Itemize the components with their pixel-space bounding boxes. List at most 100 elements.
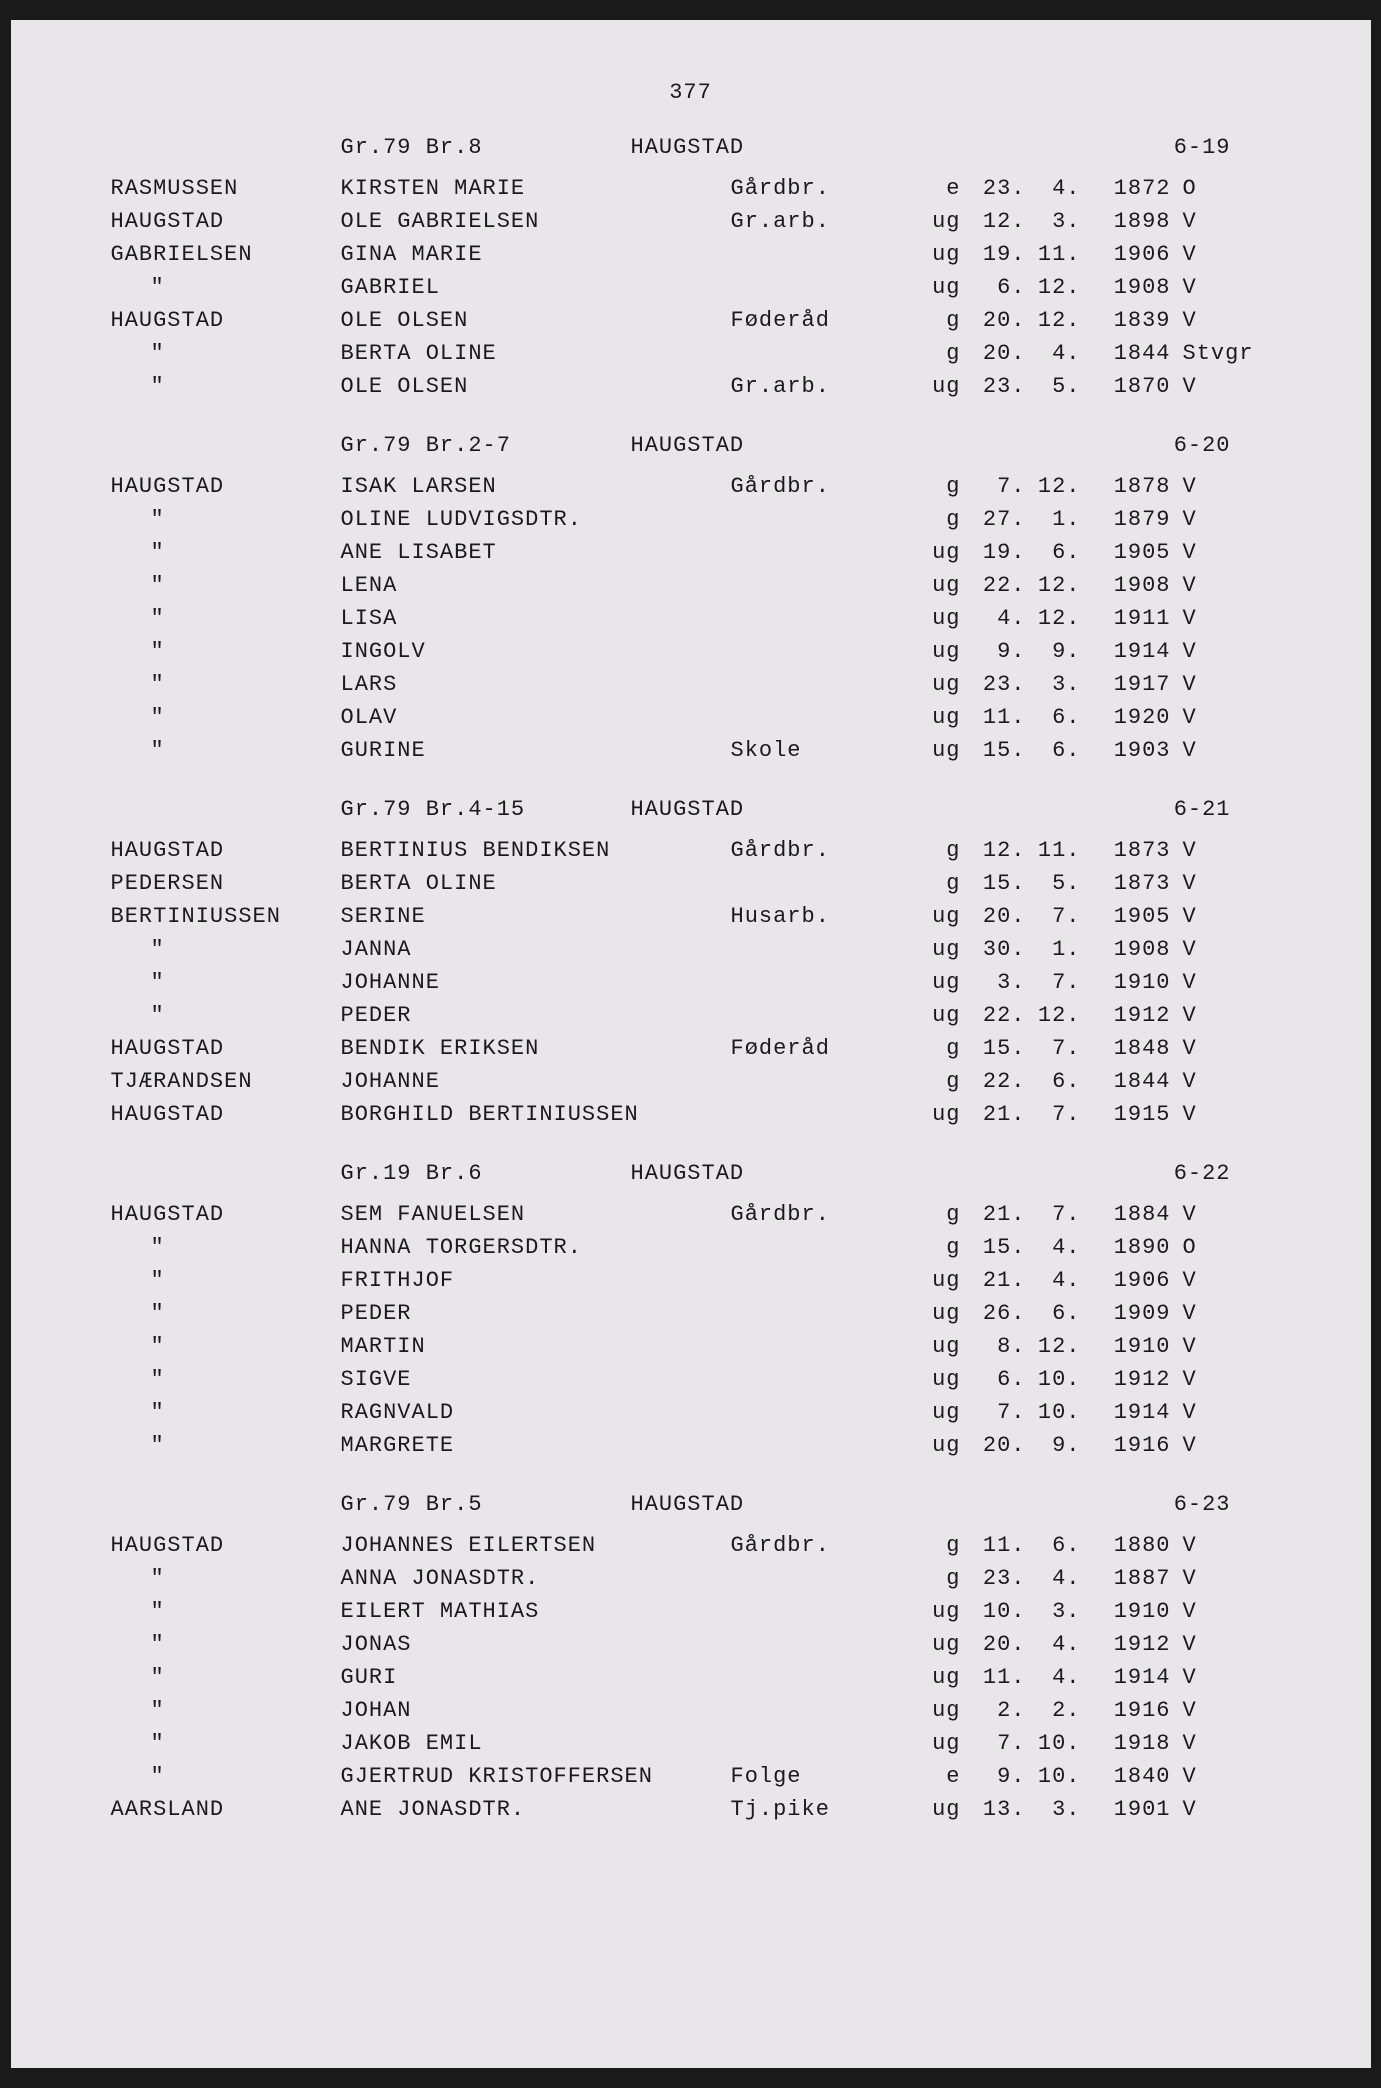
birth-month: 3. [1026,205,1081,238]
occupation: Gårdbr. [731,1198,901,1231]
person-name: MARGRETE [341,1429,731,1462]
surname: HAUGSTAD [111,1032,341,1065]
place-code: V [1171,205,1271,238]
surname-ditto: " [111,1429,341,1462]
birth-day: 9. [971,635,1026,668]
birth-year: 1906 [1081,1264,1171,1297]
birth-year: 1918 [1081,1727,1171,1760]
birth-month: 5. [1026,867,1081,900]
occupation: Gr.arb. [731,370,901,403]
place-code: V [1171,966,1271,999]
birth-month: 6. [1026,536,1081,569]
surname-ditto: " [111,1562,341,1595]
person-name: JONAS [341,1628,731,1661]
place-code: V [1171,867,1271,900]
surname-ditto: " [111,370,341,403]
place-code: V [1171,1297,1271,1330]
marital-status: g [901,1065,971,1098]
occupation [731,238,901,271]
birth-day: 30. [971,933,1026,966]
occupation [731,1396,901,1429]
birth-year: 1906 [1081,238,1171,271]
occupation [731,1065,901,1098]
birth-day: 20. [971,1628,1026,1661]
occupation [731,1628,901,1661]
person-name: SERINE [341,900,731,933]
birth-month: 4. [1026,1264,1081,1297]
data-row: HAUGSTAD BENDIK ERIKSEN Føderåd g 15. 7.… [111,1032,1271,1065]
birth-year: 1844 [1081,1065,1171,1098]
marital-status: g [901,1231,971,1264]
birth-day: 19. [971,536,1026,569]
marital-status: ug [901,1264,971,1297]
surname-ditto: " [111,1760,341,1793]
marital-status: g [901,867,971,900]
birth-year: 1839 [1081,304,1171,337]
birth-day: 7. [971,470,1026,503]
surname-ditto: " [111,1628,341,1661]
occupation [731,1595,901,1628]
occupation [731,1727,901,1760]
birth-month: 7. [1026,1198,1081,1231]
place-code: V [1171,1793,1271,1826]
person-name: PEDER [341,999,731,1032]
place-code: V [1171,503,1271,536]
birth-year: 1903 [1081,734,1171,767]
occupation: Føderåd [731,1032,901,1065]
place-code: V [1171,834,1271,867]
place-code: O [1171,172,1271,205]
birth-year: 1912 [1081,1628,1171,1661]
occupation [731,1661,901,1694]
section-location: HAUGSTAD [631,1492,931,1517]
marital-status: g [901,1529,971,1562]
person-name: BERTINIUS BENDIKSEN [341,834,731,867]
header-spacer [111,1492,341,1517]
birth-day: 7. [971,1396,1026,1429]
section-code: 6-21 [931,797,1271,822]
birth-year: 1848 [1081,1032,1171,1065]
marital-status: ug [901,370,971,403]
marital-status: ug [901,933,971,966]
marital-status: ug [901,734,971,767]
occupation [731,933,901,966]
birth-month: 3. [1026,1595,1081,1628]
person-name: OLAV [341,701,731,734]
birth-day: 23. [971,370,1026,403]
occupation [731,536,901,569]
page-number: 377 [111,80,1271,105]
marital-status: ug [901,271,971,304]
occupation: Husarb. [731,900,901,933]
data-row: " SIGVE ug 6. 10. 1912 V [111,1363,1271,1396]
data-row: HAUGSTAD OLE OLSEN Føderåd g 20. 12. 183… [111,304,1271,337]
birth-month: 9. [1026,635,1081,668]
data-row: " PEDER ug 26. 6. 1909 V [111,1297,1271,1330]
data-row: " LISA ug 4. 12. 1911 V [111,602,1271,635]
birth-day: 10. [971,1595,1026,1628]
person-name: BERTA OLINE [341,337,731,370]
surname-ditto: " [111,1727,341,1760]
birth-month: 1. [1026,933,1081,966]
birth-day: 20. [971,900,1026,933]
birth-year: 1905 [1081,536,1171,569]
place-code: V [1171,1727,1271,1760]
birth-day: 19. [971,238,1026,271]
person-name: SEM FANUELSEN [341,1198,731,1231]
place-code: O [1171,1231,1271,1264]
marital-status: ug [901,238,971,271]
person-name: JOHAN [341,1694,731,1727]
birth-day: 21. [971,1264,1026,1297]
surname-ditto: " [111,1264,341,1297]
section-header: Gr.79 Br.4-15 HAUGSTAD 6-21 [111,797,1271,822]
place-code: V [1171,1760,1271,1793]
marital-status: g [901,834,971,867]
birth-month: 6. [1026,701,1081,734]
place-code: V [1171,1628,1271,1661]
person-name: SIGVE [341,1363,731,1396]
occupation: Skole [731,734,901,767]
surname: HAUGSTAD [111,1098,341,1131]
place-code: V [1171,1694,1271,1727]
person-name: ANE LISABET [341,536,731,569]
surname-ditto: " [111,701,341,734]
person-name: OLE OLSEN [341,304,731,337]
person-name: FRITHJOF [341,1264,731,1297]
